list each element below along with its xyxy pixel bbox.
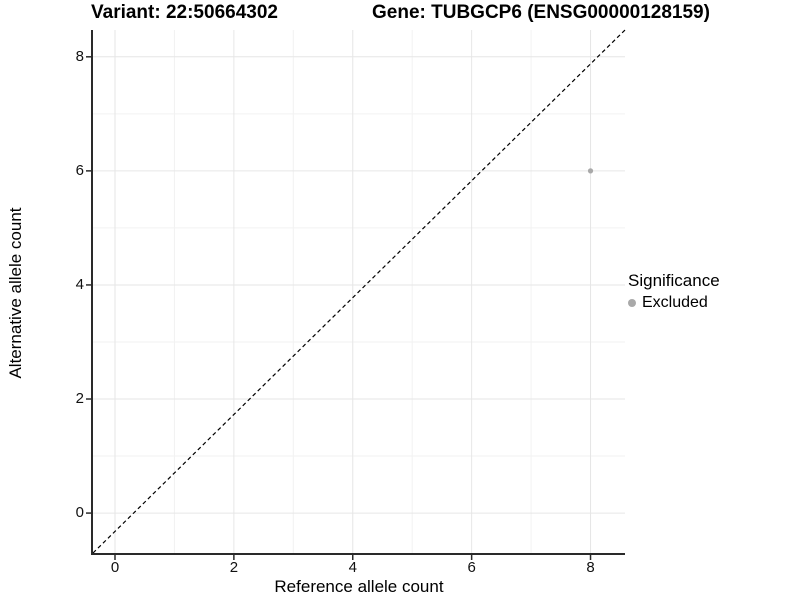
identity-dashed-line: [92, 29, 626, 554]
data-point-excluded: [587, 168, 594, 174]
x-tick-label: 4: [348, 559, 357, 576]
x-tick-label: 2: [229, 559, 239, 576]
legend-title: Significance: [628, 271, 720, 290]
x-tick-label: 0: [110, 559, 120, 576]
x-axis-title: Reference allele count: [274, 577, 444, 596]
x-tick-label: 8: [586, 559, 595, 576]
x-tick-label: 6: [467, 559, 476, 576]
legend: Significance Excluded: [628, 271, 798, 312]
y-tick-label: 6: [75, 161, 84, 179]
legend-entry-label: Excluded: [642, 294, 708, 311]
y-tick-label: 2: [75, 390, 84, 407]
variant-title: Variant: 22:50664302: [91, 2, 278, 23]
gene-title: Gene: TUBGCP6 (ENSG00000128159): [372, 2, 710, 23]
y-tick-label: 0: [75, 504, 84, 522]
y-tick-label: 4: [75, 275, 84, 293]
legend-entry-excluded: Excluded: [628, 293, 798, 312]
y-tick-label: 8: [75, 47, 84, 65]
excluded-point-icon: [628, 298, 636, 307]
y-axis-title: Alternative allele count: [6, 207, 25, 379]
